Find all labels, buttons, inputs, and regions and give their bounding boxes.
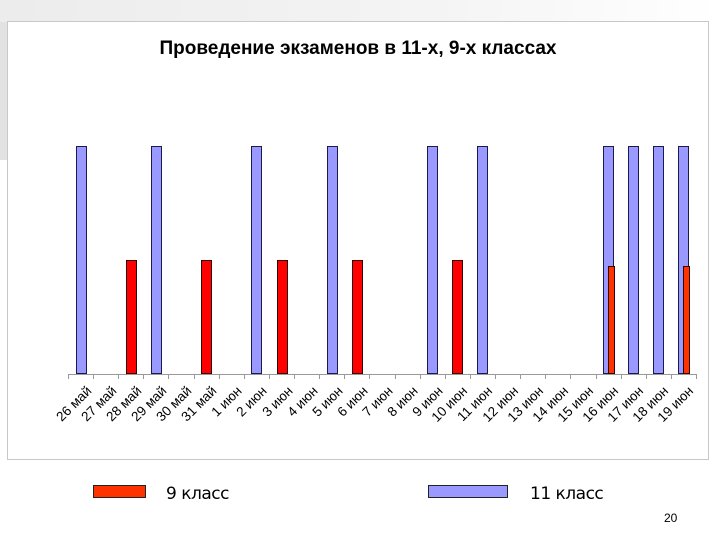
x-axis-tick — [445, 374, 446, 379]
x-axis-tick — [143, 374, 144, 379]
legend-swatch-9-class — [93, 485, 146, 498]
bar-9-class — [352, 260, 363, 374]
x-axis-tick — [621, 374, 622, 379]
x-axis-tick — [646, 374, 647, 379]
legend-swatch-11-class — [428, 485, 508, 498]
x-axis-tick — [168, 374, 169, 379]
x-axis-tick — [395, 374, 396, 379]
x-axis-tick — [294, 374, 295, 379]
slide-header-band — [0, 0, 720, 22]
bar-9-class — [608, 266, 615, 374]
bar-11-class — [427, 146, 438, 374]
x-axis-tick — [269, 374, 270, 379]
x-axis-tick — [369, 374, 370, 379]
x-axis-tick — [671, 374, 672, 379]
page-number: 20 — [664, 511, 678, 525]
x-axis-tick — [68, 374, 69, 379]
legend-label-9-class: 9 класс — [166, 484, 229, 504]
x-axis-tick — [696, 374, 697, 379]
bar-9-class — [201, 260, 212, 374]
chart-title: Проведение экзаменов в 11-х, 9-х классах — [0, 38, 720, 60]
plot-area: 26 май 27 май 28 май 29 май 30 май 31 май 1 ию… — [53, 146, 697, 425]
x-axis-tick — [420, 374, 421, 379]
chart-area — [7, 21, 709, 460]
x-axis-tick — [570, 374, 571, 379]
bar-11-class — [327, 146, 338, 374]
bar-9-class — [683, 266, 690, 374]
x-axis-tick — [520, 374, 521, 379]
x-axis-tick — [194, 374, 195, 379]
x-axis-tick — [93, 374, 94, 379]
chart-title-text: Проведение экзаменов в 11-х, 9-х классах — [159, 38, 557, 59]
x-axis-tick — [219, 374, 220, 379]
x-axis-tick — [244, 374, 245, 379]
bar-9-class — [126, 260, 137, 374]
x-axis-line — [68, 374, 696, 375]
x-axis-tick — [344, 374, 345, 379]
x-axis-tick — [470, 374, 471, 379]
bar-11-class — [251, 146, 262, 374]
bar-9-class — [452, 260, 463, 374]
x-axis-tick — [118, 374, 119, 379]
legend-label-11-class: 11 класс — [530, 484, 604, 504]
bar-11-class — [653, 146, 664, 374]
x-axis-tick — [319, 374, 320, 379]
bar-11-class — [628, 146, 639, 374]
x-axis-tick — [596, 374, 597, 379]
bar-9-class — [277, 260, 288, 374]
x-axis-tick — [495, 374, 496, 379]
bar-11-class — [76, 146, 87, 374]
bar-11-class — [477, 146, 488, 374]
x-axis-tick — [545, 374, 546, 379]
bar-11-class — [151, 146, 162, 374]
